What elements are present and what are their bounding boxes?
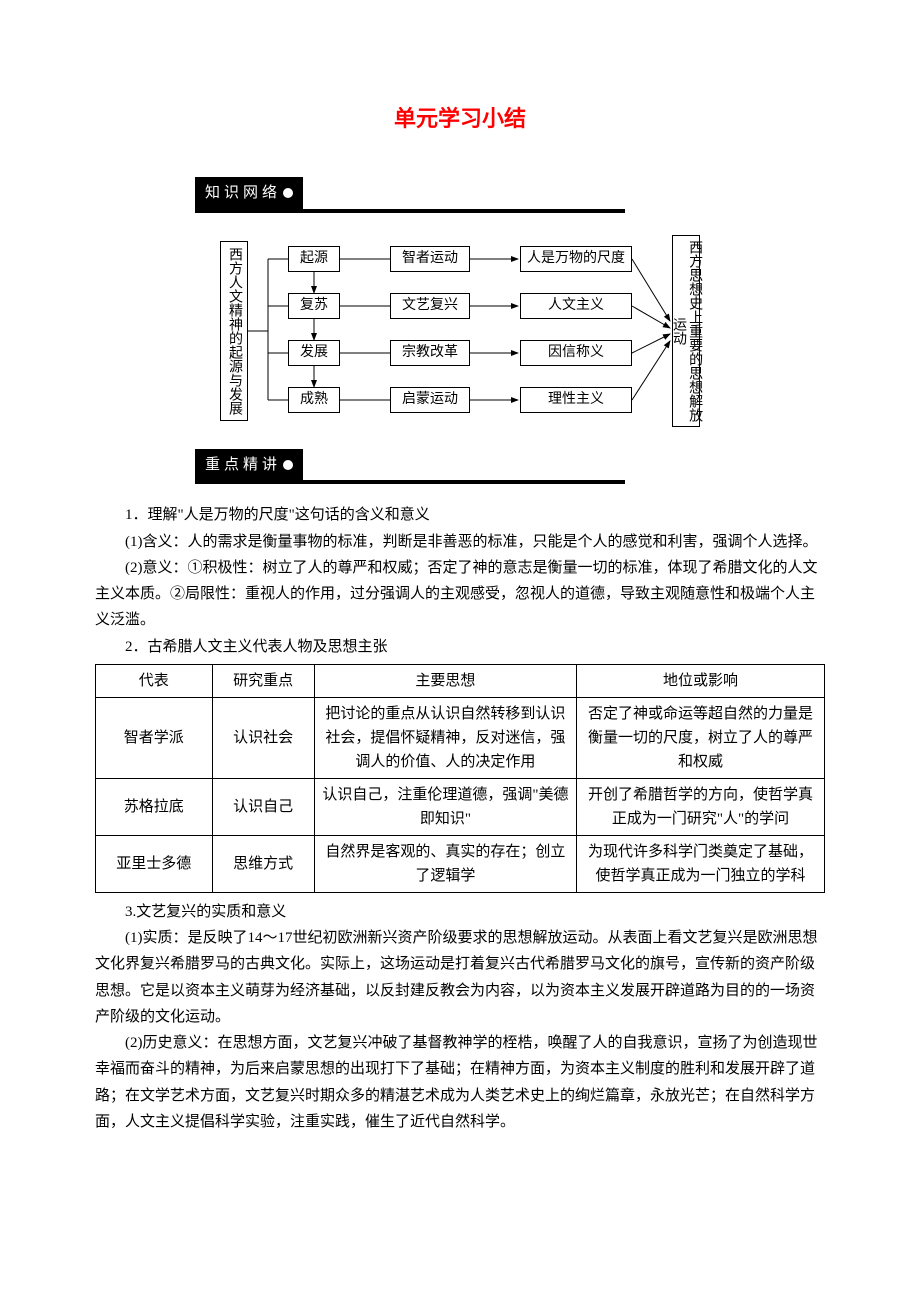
cell: 自然界是客观的、真实的存在；创立了逻辑学 [314,835,576,892]
point1-p2: (2)意义：①积极性：树立了人的尊严和权威；否定了神的意志是衡量一切的标准，体现… [95,555,825,634]
flow-idea-2: 因信称义 [520,340,632,366]
flow-stage-3: 成熟 [288,387,340,413]
section-label-network: 知识网络 [195,177,825,213]
cell: 亚里士多德 [96,835,213,892]
knowledge-flowchart: 西方人文精神的起源与发展 西方思想史上重要的思想解放运动 起源 智者运动 人是万… [220,231,700,431]
page-title: 单元学习小结 [95,100,825,137]
flow-stage-2: 发展 [288,340,340,366]
section-label-text: 重点精讲 [205,456,281,473]
cell: 智者学派 [96,697,213,778]
table-row: 智者学派 认识社会 把讨论的重点从认识自然转移到认识社会，提倡怀疑精神，反对迷信… [96,697,825,778]
point2-heading: 2．古希腊人文主义代表人物及思想主张 [95,634,825,660]
dot-icon [283,460,293,470]
table-row: 亚里士多德 思维方式 自然界是客观的、真实的存在；创立了逻辑学 为现代许多科学门… [96,835,825,892]
cell: 苏格拉底 [96,778,213,835]
cell: 思维方式 [212,835,314,892]
cell: 为现代许多科学门类奠定了基础，使哲学真正成为一门独立的学科 [577,835,825,892]
cell: 把讨论的重点从认识自然转移到认识社会，提倡怀疑精神，反对迷信，强调人的价值、人的… [314,697,576,778]
flow-idea-1: 人文主义 [520,293,632,319]
flow-movement-0: 智者运动 [390,246,470,272]
section-underline [195,480,625,484]
table-row: 苏格拉底 认识自己 认识自己，注重伦理道德，强调"美德即知识" 开创了希腊哲学的… [96,778,825,835]
point1-heading: 1．理解"人是万物的尺度"这句话的含义和意义 [95,502,825,528]
cell: 认识自己，注重伦理道德，强调"美德即知识" [314,778,576,835]
cell: 否定了神或命运等超自然的力量是衡量一切的尺度，树立了人的尊严和权威 [577,697,825,778]
cell: 认识社会 [212,697,314,778]
point3-p1: (1)实质：是反映了14～17世纪初欧洲新兴资产阶级要求的思想解放运动。从表面上… [95,925,825,1030]
flow-left-box: 西方人文精神的起源与发展 [220,241,248,421]
point1-p1: (1)含义：人的需求是衡量事物的标准，判断是非善恶的标准，只能是个人的感觉和利害… [95,529,825,555]
th-0: 代表 [96,664,213,697]
cell: 认识自己 [212,778,314,835]
point3-heading: 3.文艺复兴的实质和意义 [95,899,825,925]
th-3: 地位或影响 [577,664,825,697]
flow-movement-3: 启蒙运动 [390,387,470,413]
flow-right-box: 西方思想史上重要的思想解放运动 [672,235,700,427]
th-1: 研究重点 [212,664,314,697]
humanism-table: 代表 研究重点 主要思想 地位或影响 智者学派 认识社会 把讨论的重点从认识自然… [95,664,825,893]
section-label-keypoints: 重点精讲 [195,449,825,485]
flow-idea-0: 人是万物的尺度 [520,246,632,272]
dot-icon [283,188,293,198]
flow-idea-3: 理性主义 [520,387,632,413]
cell: 开创了希腊哲学的方向，使哲学真正成为一门研究"人"的学问 [577,778,825,835]
point3-p2: (2)历史意义：在思想方面，文艺复兴冲破了基督教神学的桎梏，唤醒了人的自我意识，… [95,1030,825,1135]
section-underline [195,209,625,213]
th-2: 主要思想 [314,664,576,697]
flow-stage-0: 起源 [288,246,340,272]
section-label-text: 知识网络 [205,184,281,201]
flow-movement-1: 文艺复兴 [390,293,470,319]
flow-movement-2: 宗教改革 [390,340,470,366]
flow-stage-1: 复苏 [288,293,340,319]
